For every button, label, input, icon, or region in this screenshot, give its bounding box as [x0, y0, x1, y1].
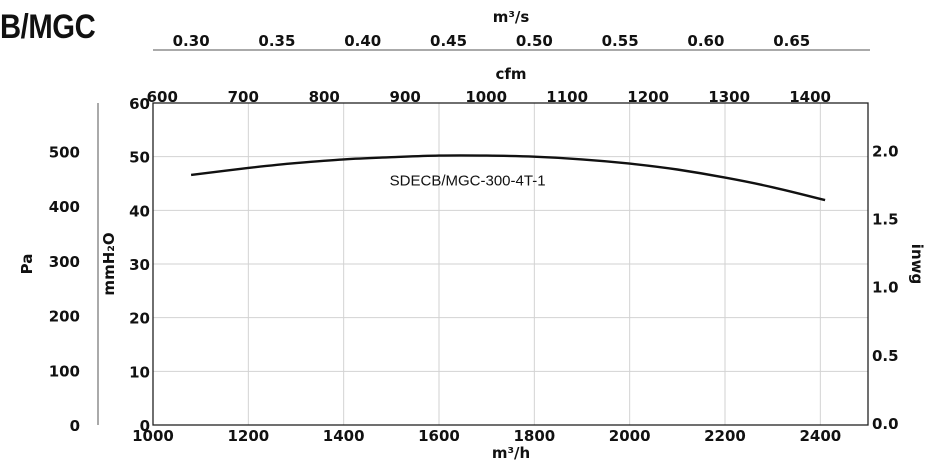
tick-label-mmh2o: 20: [129, 310, 150, 328]
tick-label-pa: 100: [49, 362, 80, 380]
tick-label-mmh2o: 10: [129, 363, 150, 381]
tick-label-inwg: 1.0: [872, 279, 899, 297]
tick-label-m3s: 0.60: [687, 32, 724, 50]
tick-labels: 1000 1200 1400 1600 1800 2000 2200 240001020304…: [49, 32, 899, 445]
tick-label-pa: 200: [49, 308, 80, 326]
tick-label-m3h: 1800: [513, 427, 555, 445]
tick-label-m3h: 1600: [418, 427, 460, 445]
tick-label-m3h: 1000: [132, 427, 174, 445]
tick-label-m3s: 0.40: [344, 32, 381, 50]
tick-label-mmh2o: 50: [129, 149, 150, 167]
tick-label-cfm: 1000: [465, 88, 507, 106]
tick-label-m3s: 0.65: [773, 32, 810, 50]
tick-label-m3h: 2200: [704, 427, 746, 445]
m3h-axis-label: m³/h: [492, 444, 530, 461]
pa-axis-label: Pa: [18, 254, 36, 275]
tick-label-cfm: 600: [147, 88, 178, 106]
tick-label-m3s: 0.55: [602, 32, 639, 50]
tick-label-cfm: 700: [228, 88, 259, 106]
tick-label-cfm: 1300: [708, 88, 750, 106]
tick-label-pa: 400: [49, 198, 80, 216]
grid: [153, 103, 868, 425]
tick-label-cfm: 1200: [627, 88, 669, 106]
tick-label-m3s: 0.45: [430, 32, 467, 50]
tick-label-m3s: 0.35: [258, 32, 295, 50]
tick-label-inwg: 0.5: [872, 347, 899, 365]
tick-label-mmh2o: 60: [129, 95, 150, 113]
cfm-axis-label: cfm: [495, 65, 526, 83]
tick-label-cfm: 800: [309, 88, 340, 106]
tick-label-m3h: 2000: [609, 427, 651, 445]
tick-label-m3h: 1200: [227, 427, 269, 445]
tick-label-pa: 0: [70, 417, 80, 435]
m3s-axis-label: m³/s: [493, 8, 530, 26]
mmh2o-axis-label: mmH₂O: [100, 232, 118, 295]
tick-label-pa: 300: [49, 253, 80, 271]
page-title: B/MGC: [0, 8, 96, 46]
tick-label-m3s: 0.30: [173, 32, 210, 50]
tick-label-pa: 500: [49, 143, 80, 161]
tick-label-mmh2o: 0: [140, 417, 150, 435]
tick-label-mmh2o: 40: [129, 202, 150, 220]
tick-label-inwg: 1.5: [872, 211, 899, 229]
tick-label-m3h: 2400: [799, 427, 841, 445]
plot-frame: [152, 102, 869, 426]
tick-label-m3h: 1400: [323, 427, 365, 445]
series-layer: SDECB/MGC-300-4T-1: [190, 154, 826, 202]
tick-label-mmh2o: 30: [129, 256, 150, 274]
tick-label-inwg: 0.0: [872, 415, 899, 433]
series-line: [190, 154, 826, 202]
series-label: SDECB/MGC-300-4T-1: [390, 172, 546, 189]
tick-label-cfm: 1100: [546, 88, 588, 106]
tick-label-cfm: 900: [390, 88, 421, 106]
inwg-axis-label: inwg: [908, 244, 926, 284]
tick-label-inwg: 2.0: [872, 142, 899, 160]
tick-label-m3s: 0.50: [516, 32, 553, 50]
tick-label-cfm: 1400: [789, 88, 831, 106]
